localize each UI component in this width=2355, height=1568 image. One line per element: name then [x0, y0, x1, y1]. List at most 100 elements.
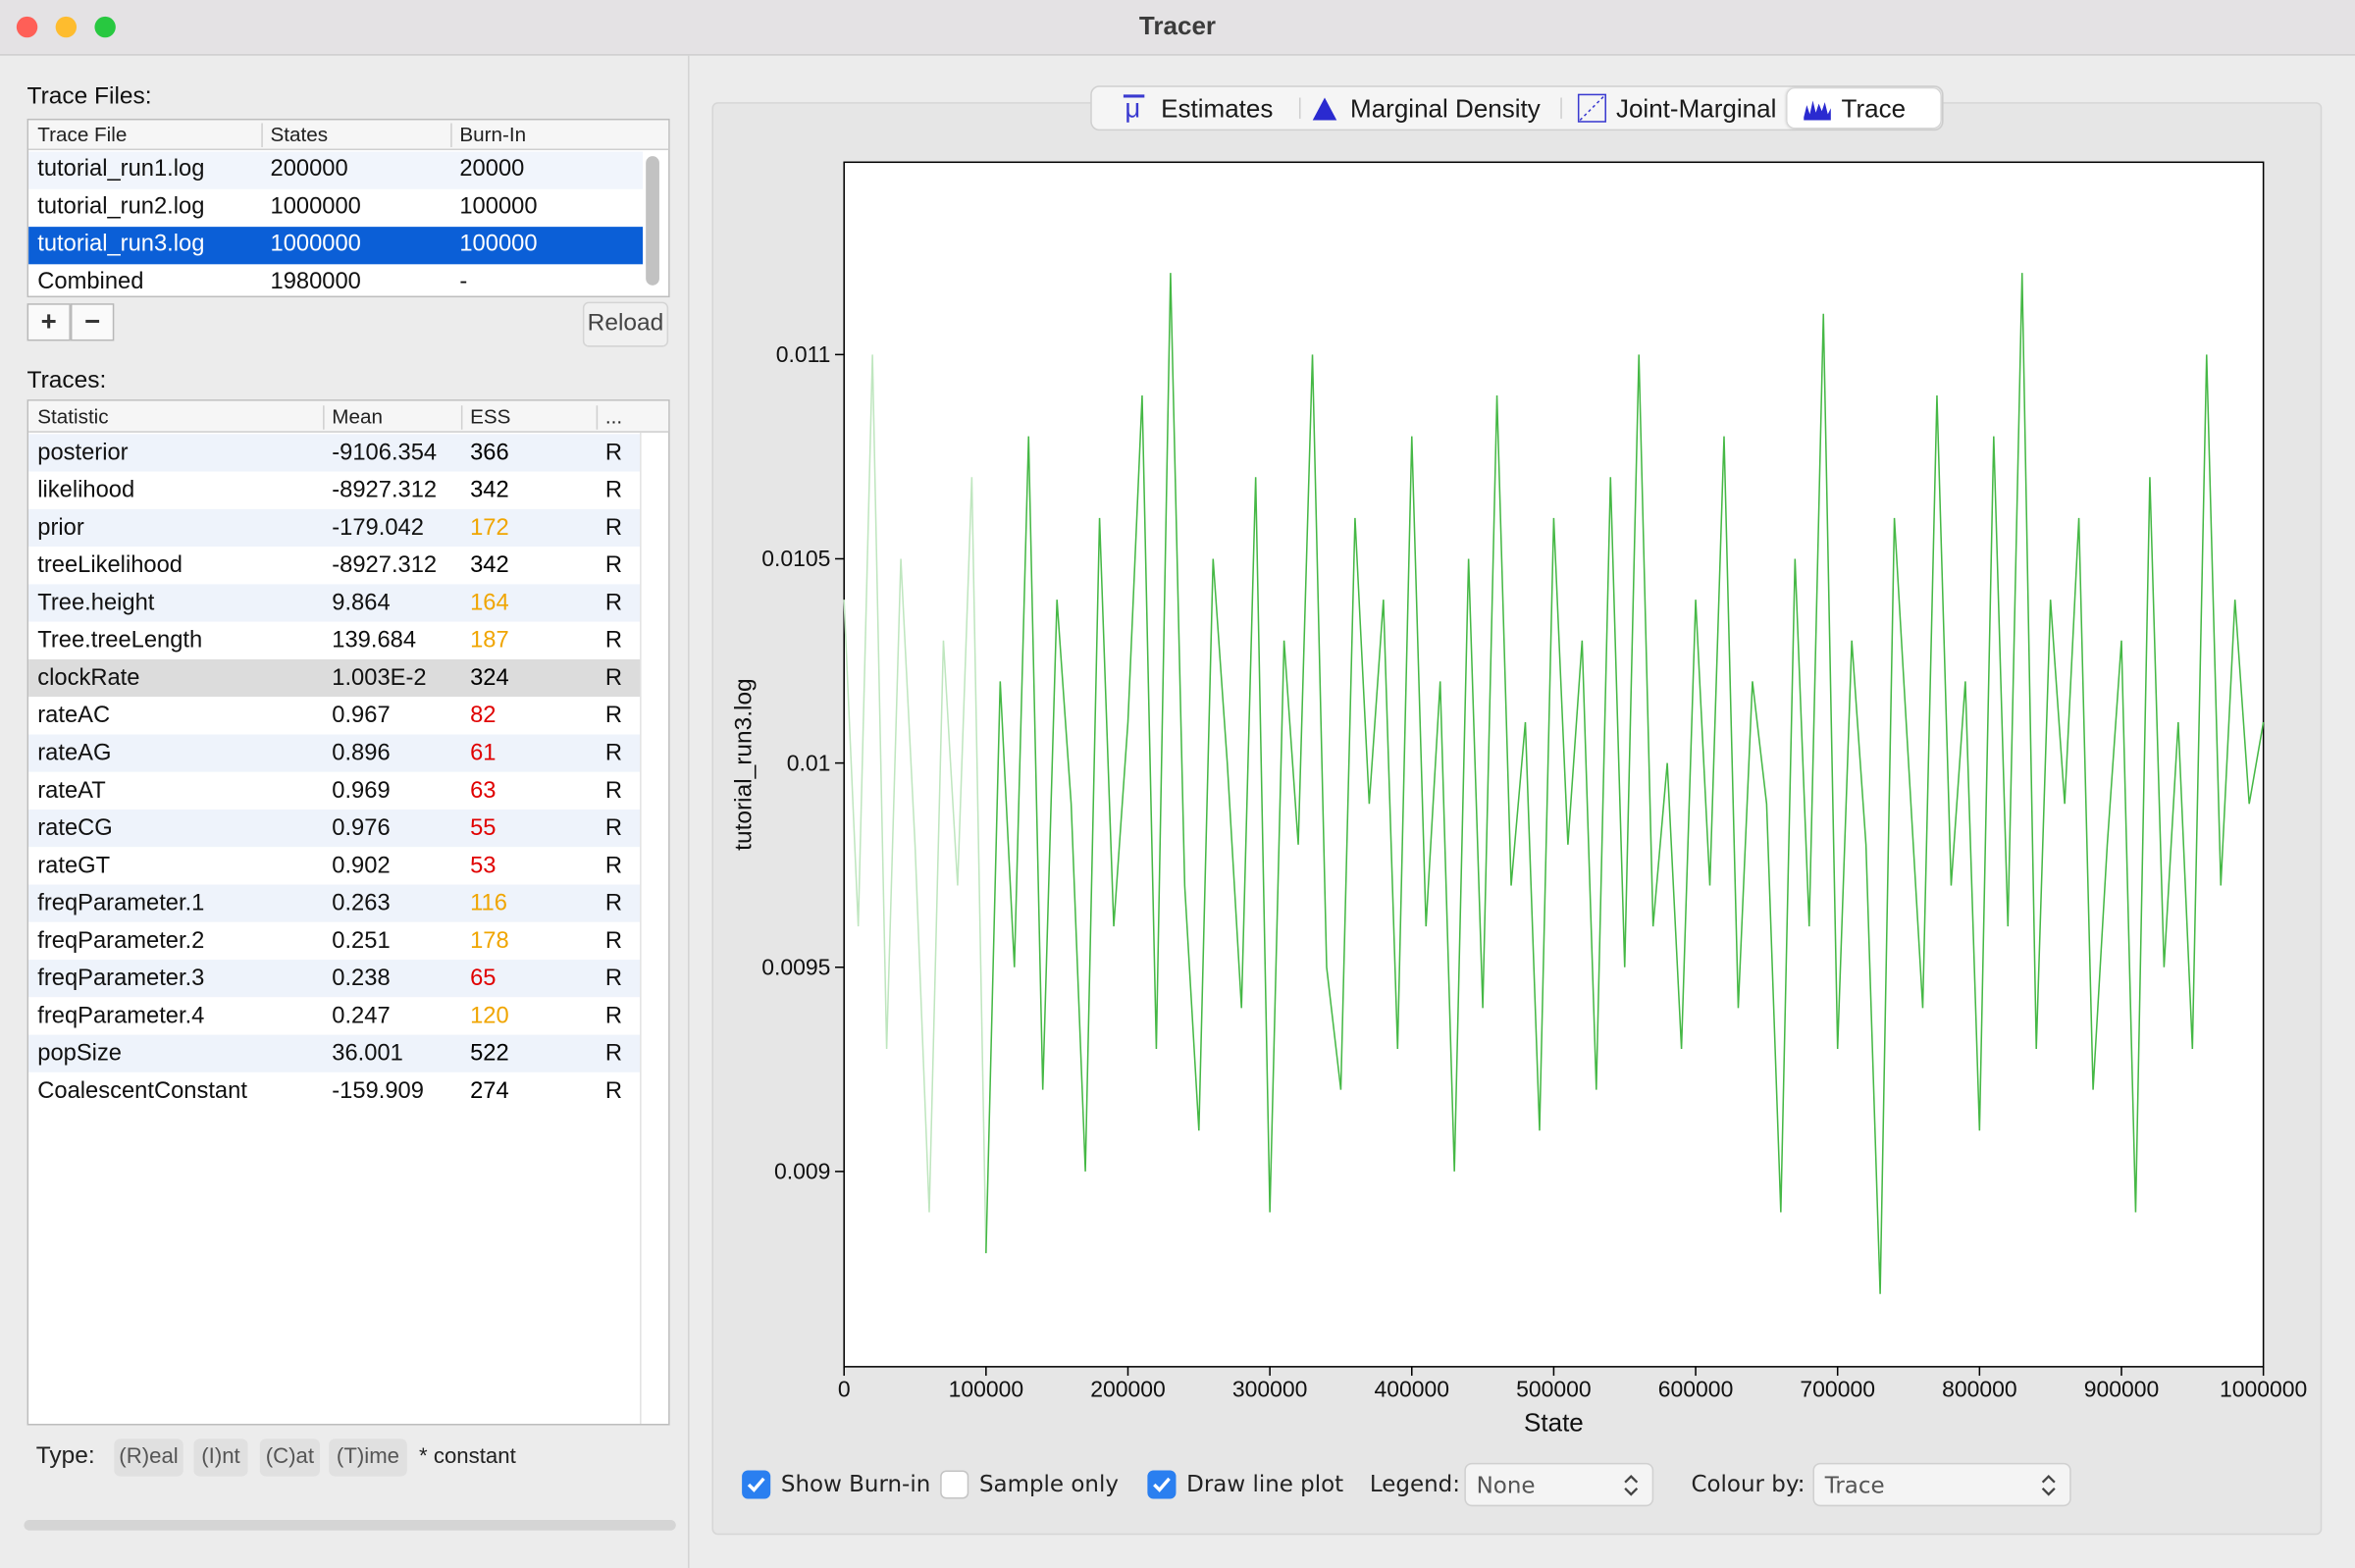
table-cell: - [459, 268, 468, 294]
table-row[interactable]: rateCG 0.976 55 R [28, 809, 641, 848]
table-cell: freqParameter.4 [37, 1003, 205, 1029]
column-header: ... [604, 405, 623, 429]
type-chip: (C)at [259, 1438, 321, 1477]
table-row[interactable]: treeLikelihood -8927.312 342 R [28, 547, 641, 585]
trace-line [985, 273, 2265, 1294]
table-row[interactable]: likelihood -8927.312 342 R [28, 471, 641, 509]
table-row[interactable]: Tree.treeLength 139.684 187 R [28, 621, 641, 659]
table-cell: freqParameter.1 [37, 890, 205, 916]
y-tick-label: 0.011 [776, 341, 831, 367]
add-button[interactable]: + [26, 303, 71, 341]
table-row[interactable]: rateGT 0.902 53 R [28, 847, 641, 885]
check-mark [747, 1477, 765, 1492]
window-button[interactable] [55, 16, 78, 38]
table-cell: 1980000 [270, 268, 361, 294]
x-tick-label: 700000 [1800, 1376, 1875, 1401]
type-chip: (R)eal [114, 1438, 183, 1477]
table-cell: 1.003E-2 [332, 665, 427, 692]
checkbox[interactable] [1147, 1470, 1177, 1499]
table-cell: R [604, 1077, 622, 1104]
table-cell: Combined [37, 268, 144, 294]
table-row[interactable]: prior -179.042 172 R [28, 508, 641, 548]
table-cell: 120 [470, 1003, 509, 1029]
tab[interactable]: Trace [1787, 88, 1941, 129]
table-cell: rateAC [37, 703, 111, 729]
table-cell: 100000 [459, 231, 538, 257]
table-cell: 274 [470, 1077, 509, 1104]
table-row[interactable]: freqParameter.3 0.238 65 R [28, 960, 641, 998]
column-header: Burn-In [459, 123, 527, 146]
column-separator [460, 405, 463, 430]
table-cell: 0.238 [332, 966, 391, 992]
traces-table: Statistic Mean ESS... posterior -9106.354 366… [26, 399, 670, 1426]
reload-button[interactable]: Reload [582, 301, 669, 347]
table-row[interactable]: popSize 36.001 522 R [28, 1034, 641, 1072]
check-mark [1153, 1477, 1171, 1492]
table-row[interactable]: tutorial_run1.log 200000 20000 [28, 151, 644, 189]
table-cell: R [604, 627, 622, 653]
select[interactable]: None [1464, 1462, 1654, 1507]
table-cell: R [604, 927, 622, 954]
table-cell: 172 [470, 514, 509, 542]
table-row[interactable]: rateAT 0.969 63 R [28, 771, 641, 810]
table-cell: rateAG [37, 740, 112, 766]
x-axis-label: State [1524, 1408, 1584, 1437]
table-cell: 82 [470, 703, 497, 729]
table-cell: 1000000 [270, 193, 361, 220]
table-row[interactable]: rateAC 0.967 82 R [28, 697, 641, 735]
table-row[interactable]: tutorial_run2.log 1000000 100000 [28, 188, 644, 228]
table-row[interactable]: posterior -9106.354 366 R [28, 434, 641, 472]
table-cell: 342 [470, 477, 509, 503]
table-cell: 0.251 [332, 927, 391, 954]
table-cell: R [604, 815, 622, 842]
remove-button[interactable]: − [70, 303, 115, 341]
table-cell: Tree.height [37, 590, 155, 616]
tab[interactable]: Joint-Marginal [1571, 88, 1789, 128]
column-separator [450, 123, 452, 147]
table-cell: 187 [470, 627, 509, 653]
table-cell: 0.247 [332, 1003, 391, 1029]
tab[interactable]: Marginal Density [1305, 88, 1560, 128]
y-axis-label: tutorial_run3.log [730, 678, 757, 850]
column-header: Mean [332, 405, 383, 429]
table-cell: R [604, 703, 622, 729]
table-row[interactable]: Tree.height 9.864 164 R [28, 584, 641, 622]
table-row[interactable]: Combined 1980000 - [28, 264, 644, 296]
checkbox[interactable] [742, 1470, 771, 1499]
tab[interactable]: μ Estimates [1116, 88, 1299, 128]
table-header [28, 400, 669, 433]
window-button[interactable] [94, 16, 116, 38]
scrollbar [24, 1519, 676, 1531]
table-cell: treeLikelihood [37, 552, 183, 579]
table-cell: 0.902 [332, 853, 391, 879]
table-cell: R [604, 740, 622, 766]
table-row[interactable]: tutorial_run3.log 1000000 100000 [28, 227, 644, 265]
table-cell: rateGT [37, 853, 111, 879]
table-row[interactable]: clockRate 1.003E-2 324 R [28, 658, 641, 698]
tab-icon [1312, 97, 1337, 121]
table-row[interactable]: rateAG 0.896 61 R [28, 734, 641, 772]
table-cell: 63 [470, 777, 497, 804]
table-row[interactable]: freqParameter.2 0.251 178 R [28, 921, 641, 961]
window-button[interactable] [16, 16, 38, 38]
type-label: Type: [35, 1442, 95, 1469]
checkbox[interactable] [940, 1470, 969, 1499]
tab-label: Estimates [1161, 94, 1274, 124]
y-tick-label: 0.01 [787, 750, 831, 775]
section-label: Trace Files: [26, 83, 152, 110]
table-cell: 522 [470, 1040, 509, 1067]
table-cell: freqParameter.2 [37, 927, 205, 954]
title-bar: Tracer [0, 0, 2355, 56]
x-tick-label: 800000 [1942, 1376, 2017, 1401]
table-row[interactable]: freqParameter.4 0.247 120 R [28, 997, 641, 1035]
table-row[interactable]: CoalescentConstant -159.909 274 R [28, 1071, 641, 1111]
table-cell: R [604, 552, 622, 579]
tab-separator [1298, 97, 1301, 119]
select[interactable]: Trace [1812, 1462, 2071, 1507]
table-row[interactable]: freqParameter.1 0.263 116 R [28, 884, 641, 922]
type-chip: (T)ime [329, 1438, 407, 1477]
select-label: Colour by: [1691, 1470, 1806, 1498]
trace-files-table: Trace File States Burn-In tutorial_run1.log… [26, 118, 670, 298]
table-cell: 0.263 [332, 890, 391, 916]
table-cell: R [604, 665, 622, 692]
